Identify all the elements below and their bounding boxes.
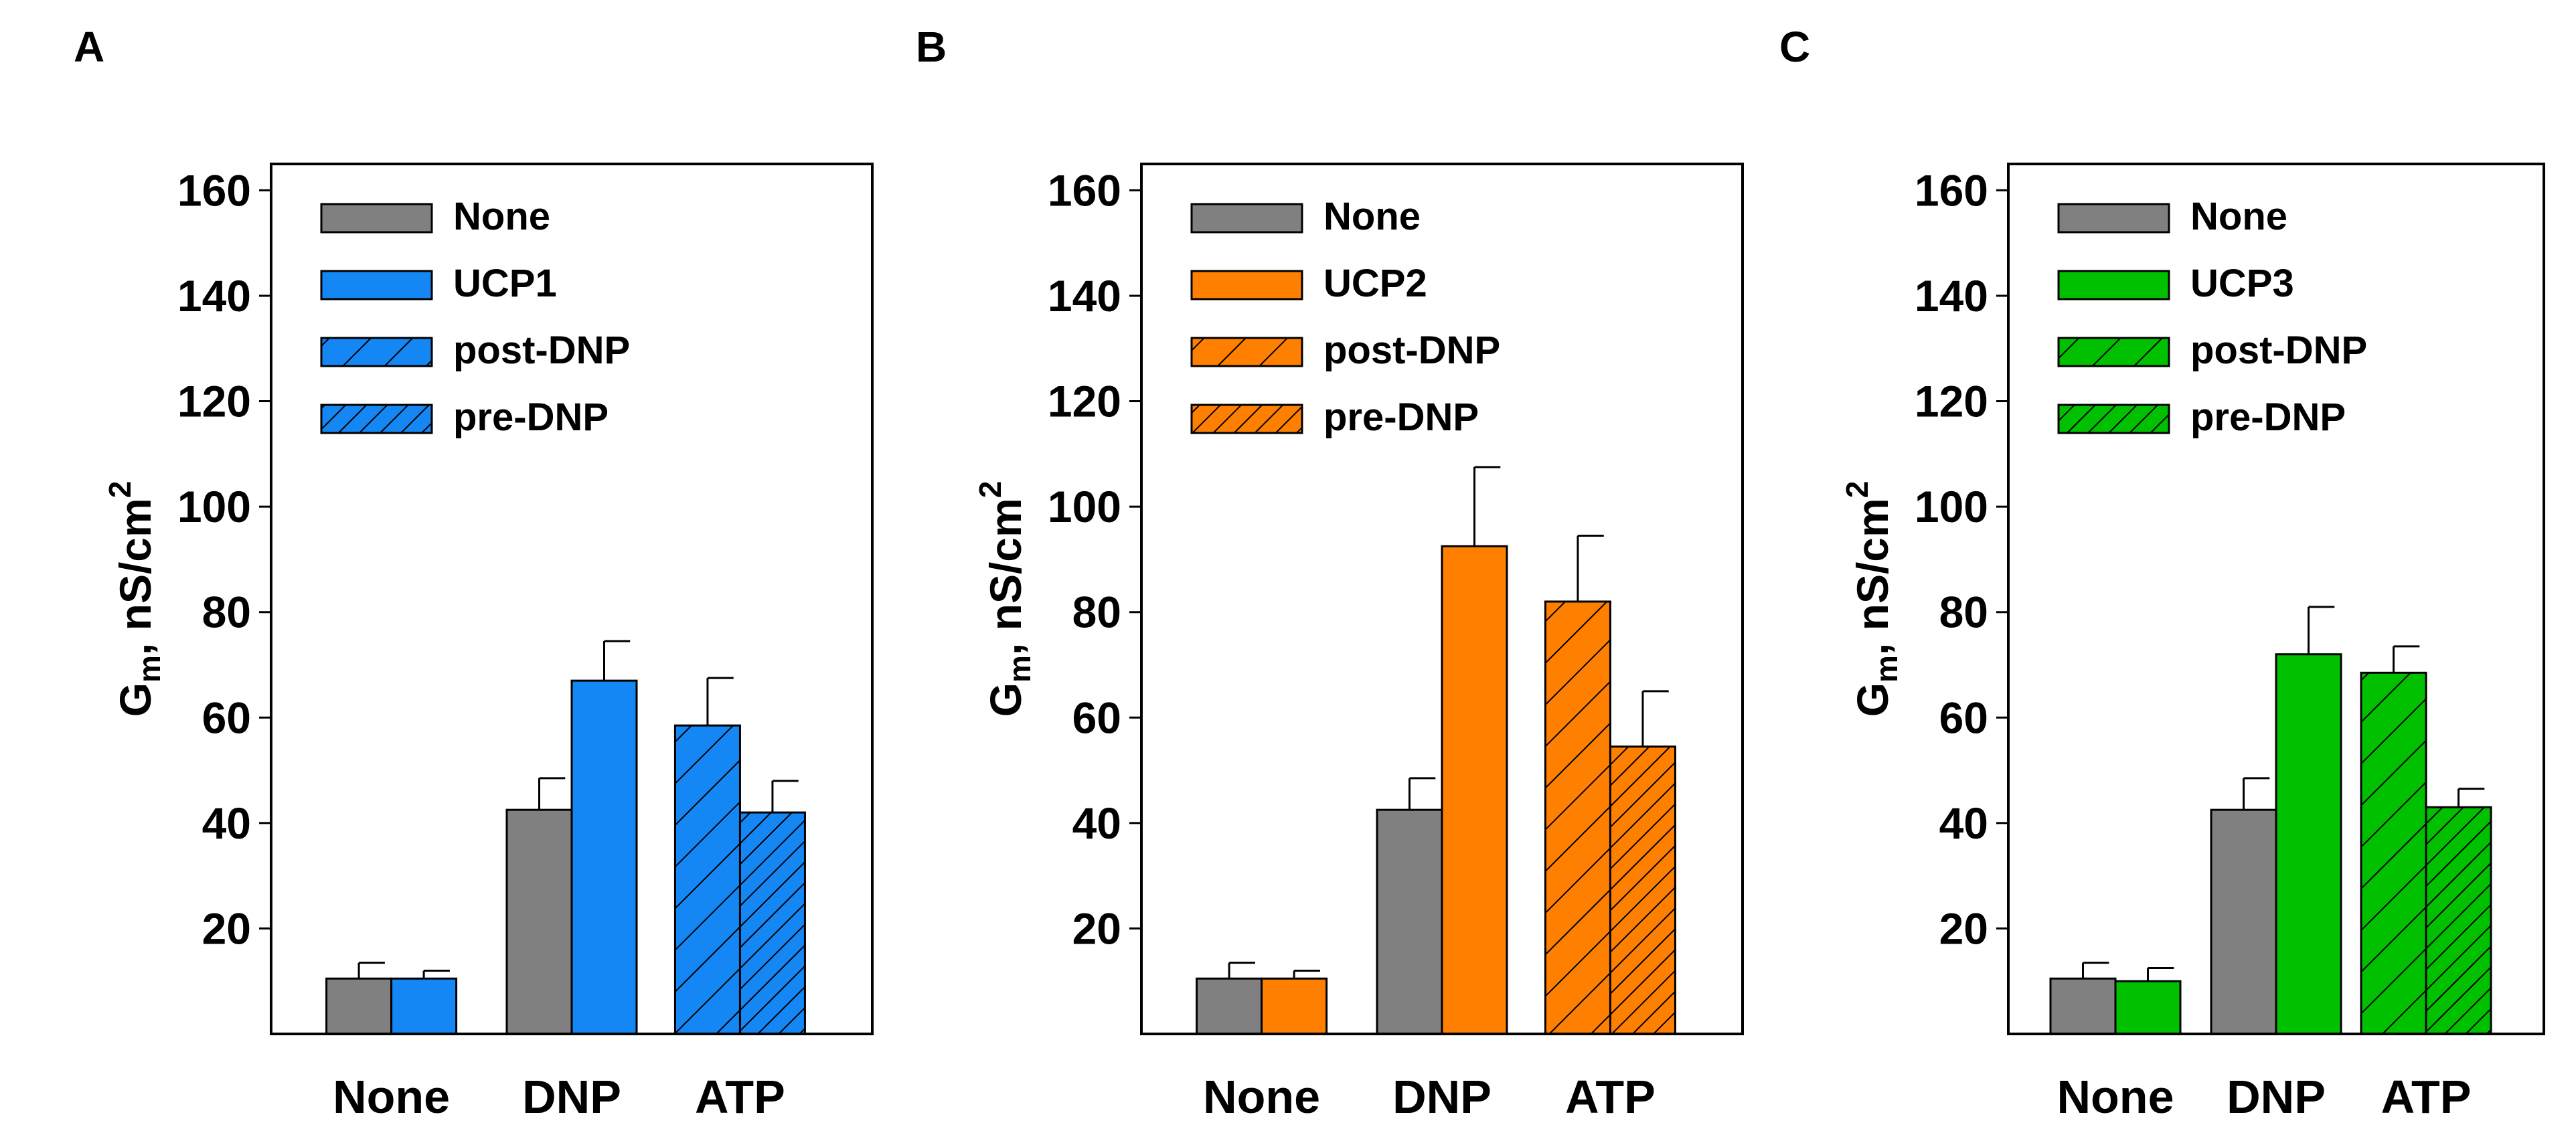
y-axis-title: Gm, nS/cm2 xyxy=(102,481,167,717)
category-label: DNP xyxy=(522,1071,621,1123)
bar-atp-post-dnp xyxy=(673,724,741,1035)
legend-label-ucp3: UCP3 xyxy=(2190,262,2294,305)
y-tick-label: 100 xyxy=(1915,482,1988,531)
panel-letter: B xyxy=(916,23,947,71)
category-label: DNP xyxy=(2227,1071,2326,1123)
legend-swatch-pre-dnp xyxy=(1190,404,1303,434)
y-tick-label: 40 xyxy=(1072,798,1121,848)
y-tick-label: 80 xyxy=(1939,588,1988,637)
legend-label-post-dnp: post-DNP xyxy=(2190,329,2367,372)
panel-letter: A xyxy=(74,23,104,71)
y-axis-title: Gm, nS/cm2 xyxy=(973,481,1037,717)
bar-none-ucp1 xyxy=(390,977,458,1035)
category-label: ATP xyxy=(695,1071,785,1123)
bar-dnp-ucp3 xyxy=(2275,653,2342,1035)
category-label: ATP xyxy=(2381,1071,2472,1123)
y-tick-label: 160 xyxy=(1048,165,1121,215)
bar-dnp-ucp1 xyxy=(570,679,638,1035)
category-label: DNP xyxy=(1392,1071,1492,1123)
legend-swatch-post-dnp xyxy=(1190,337,1303,367)
y-tick-label: 80 xyxy=(1072,588,1121,637)
bar-none-none xyxy=(1196,977,1263,1035)
legend-label-post-dnp: post-DNP xyxy=(453,329,630,372)
legend-label-pre-dnp: pre-DNP xyxy=(2190,396,2346,439)
y-tick-label: 120 xyxy=(1915,377,1988,426)
legend-swatch-pre-dnp xyxy=(2057,404,2170,434)
plot-frame xyxy=(2007,163,2545,1035)
category-label: None xyxy=(1203,1071,1320,1123)
panel-letter: C xyxy=(1779,23,1810,71)
bar-dnp-ucp2 xyxy=(1441,545,1508,1035)
panel-c: C Gm, nS/cm2 20 40 60 80 100 120 140 160 None DNP AT… xyxy=(1779,23,2545,1123)
y-tick-label: 100 xyxy=(1048,482,1121,531)
legend-swatch-post-dnp xyxy=(2057,337,2170,367)
legend-label-post-dnp: post-DNP xyxy=(1323,329,1500,372)
y-tick-label: 120 xyxy=(1048,377,1121,426)
legend-swatch-ucp1 xyxy=(320,270,433,300)
y-tick-label: 20 xyxy=(202,903,251,953)
y-tick-label: 40 xyxy=(1939,798,1988,848)
category-label: None xyxy=(333,1071,450,1123)
legend-label-none: None xyxy=(2190,195,2287,238)
y-axis-title: Gm, nS/cm2 xyxy=(1840,481,1904,717)
bar-atp-pre-dnp xyxy=(738,811,806,1035)
y-tick-label: 20 xyxy=(1072,903,1121,953)
legend-swatch-none xyxy=(320,203,433,234)
legend-label-none: None xyxy=(453,195,550,238)
panel-a: A Gm, nS/cm2 20 40 60 80 100 120 140 160 None DNP AT… xyxy=(74,23,874,1123)
bar-atp-pre-dnp xyxy=(2425,806,2492,1035)
y-tick-label: 160 xyxy=(177,165,251,215)
y-tick-label: 60 xyxy=(202,693,251,742)
bar-none-ucp3 xyxy=(2114,980,2182,1035)
plot-frame xyxy=(270,163,874,1035)
legend-label-pre-dnp: pre-DNP xyxy=(453,396,609,439)
legend-swatch-none xyxy=(1190,203,1303,234)
legend-swatch-ucp3 xyxy=(2057,270,2170,300)
y-tick-label: 140 xyxy=(1915,271,1988,321)
y-tick-label: 40 xyxy=(202,798,251,848)
bar-none-none xyxy=(325,977,393,1035)
y-tick-label: 120 xyxy=(177,377,251,426)
y-tick-label: 140 xyxy=(1048,271,1121,321)
y-tick-label: 100 xyxy=(177,482,251,531)
bar-atp-post-dnp xyxy=(1544,600,1611,1035)
category-label: None xyxy=(2057,1071,2174,1123)
y-tick-label: 160 xyxy=(1915,165,1988,215)
bar-none-none xyxy=(2049,977,2117,1035)
bar-atp-pre-dnp xyxy=(1609,745,1676,1035)
legend-label-ucp1: UCP1 xyxy=(453,262,557,305)
y-tick-label: 60 xyxy=(1072,693,1121,742)
legend-swatch-ucp2 xyxy=(1190,270,1303,300)
legend-swatch-post-dnp xyxy=(320,337,433,367)
bar-none-ucp2 xyxy=(1261,977,1328,1035)
legend-label-none: None xyxy=(1323,195,1421,238)
plot-frame xyxy=(1140,163,1744,1035)
bar-dnp-none xyxy=(2210,808,2277,1035)
y-tick-label: 20 xyxy=(1939,903,1988,953)
bar-atp-post-dnp xyxy=(2360,671,2427,1035)
bar-dnp-none xyxy=(1376,808,1443,1035)
y-tick-label: 60 xyxy=(1939,693,1988,742)
legend-swatch-pre-dnp xyxy=(320,404,433,434)
legend-label-ucp2: UCP2 xyxy=(1323,262,1427,305)
y-tick-label: 80 xyxy=(202,588,251,637)
bar-dnp-none xyxy=(505,808,573,1035)
legend-swatch-none xyxy=(2057,203,2170,234)
panel-b: B Gm, nS/cm2 20 40 60 80 100 120 140 160 None DNP AT… xyxy=(916,23,1744,1123)
y-tick-label: 140 xyxy=(177,271,251,321)
category-label: ATP xyxy=(1565,1071,1656,1123)
legend-label-pre-dnp: pre-DNP xyxy=(1323,396,1479,439)
